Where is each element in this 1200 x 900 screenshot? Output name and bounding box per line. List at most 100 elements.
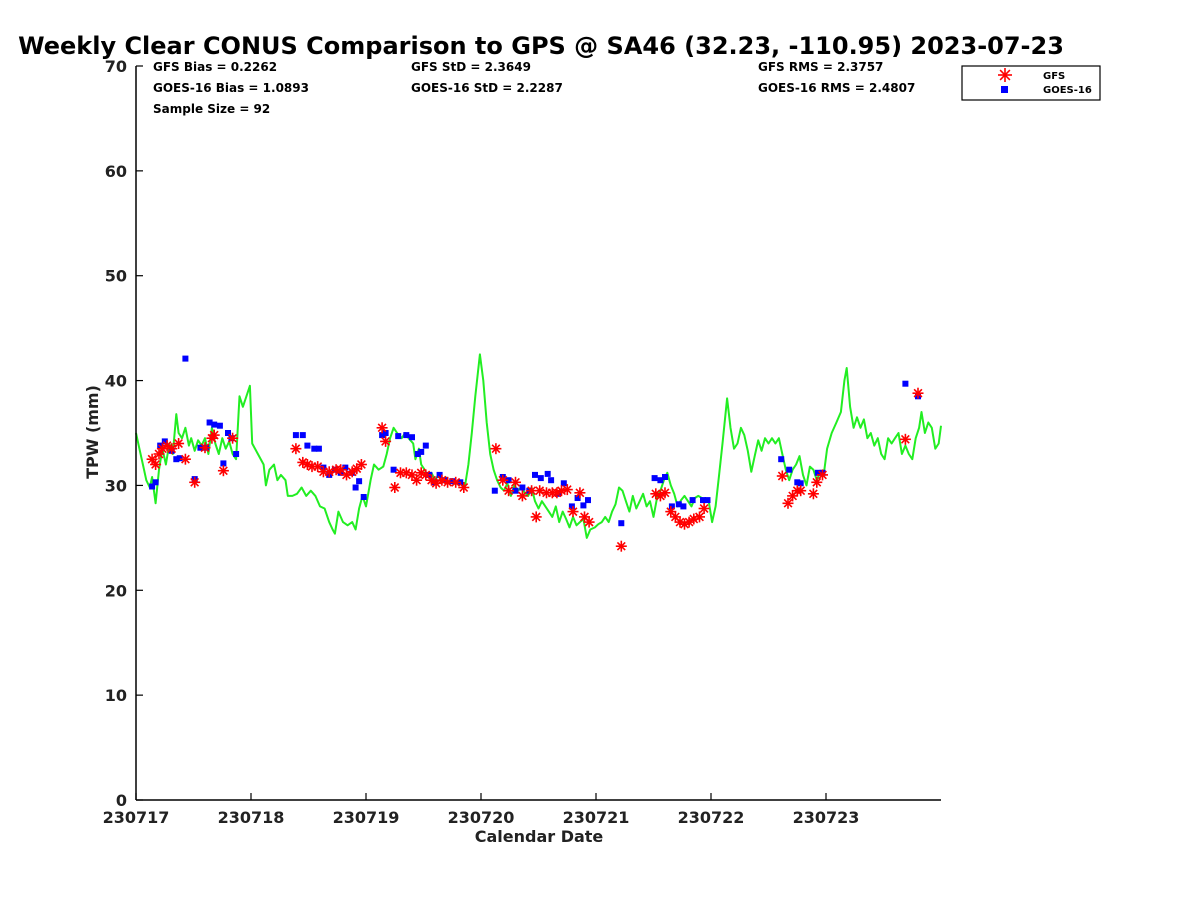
x-tick-label: 230718	[218, 808, 285, 827]
goes-point	[311, 445, 318, 452]
legend-goes-label: GOES-16	[1043, 85, 1092, 96]
goes-point	[403, 432, 410, 439]
goes-point	[668, 503, 675, 510]
gfs-point	[899, 433, 911, 445]
gfs-point	[179, 453, 191, 465]
goes-point	[225, 430, 231, 436]
goes-rms-text: GOES-16 RMS = 2.4807	[758, 81, 915, 95]
gfs-bias-text: GFS Bias = 0.2262	[153, 60, 277, 74]
goes-point	[149, 483, 156, 490]
gfs-point	[912, 387, 924, 399]
goes-point	[618, 520, 625, 527]
goes-point	[422, 442, 429, 449]
goes-point	[786, 466, 793, 473]
goes-point	[902, 380, 909, 387]
gfs-point	[290, 443, 302, 455]
goes-point	[700, 497, 706, 504]
gfs-point	[694, 511, 705, 523]
goes-point	[675, 501, 682, 508]
goes-point	[436, 471, 443, 478]
goes-point	[689, 497, 696, 504]
gfs-point	[503, 485, 515, 497]
gfs-point	[389, 482, 401, 493]
gfs-point	[807, 488, 819, 500]
gfs-point	[355, 459, 367, 470]
y-tick-label: 30	[105, 476, 127, 495]
goes-point	[220, 460, 227, 467]
goes-point	[657, 477, 664, 484]
gfs-point	[795, 485, 807, 497]
x-tick-label: 230720	[448, 808, 515, 827]
goes-point	[304, 442, 311, 449]
x-tick-label: 230717	[103, 808, 170, 827]
gfs-point	[490, 443, 502, 455]
gfs-point	[173, 438, 185, 449]
legend-gfs-asterisk-icon	[998, 68, 1012, 82]
ticks: 0 10 20 30 40 50 60 70 230717 230718 230719 230720 2…	[103, 57, 860, 827]
goes-point	[216, 422, 223, 429]
x-tick-label: 230723	[793, 808, 860, 827]
goes-point	[548, 477, 555, 484]
legend-goes-square-icon	[1001, 86, 1008, 93]
y-tick-label: 0	[116, 791, 127, 810]
goes-point	[680, 503, 687, 510]
goes-point	[315, 445, 322, 452]
gfs-point	[615, 540, 627, 552]
y-tick-label: 50	[105, 267, 127, 286]
goes-point	[814, 469, 821, 476]
y-tick-label: 70	[105, 57, 127, 76]
goes-point	[418, 448, 425, 455]
goes-point	[560, 480, 567, 487]
gfs-point	[659, 487, 671, 499]
goes-std-text: GOES-16 StD = 2.2287	[411, 81, 563, 95]
gfs-point	[530, 511, 542, 523]
goes-point	[176, 455, 183, 462]
goes-point	[574, 495, 581, 501]
chart-title: Weekly Clear CONUS Comparison to GPS @ S…	[18, 32, 1064, 60]
goes-point	[519, 484, 526, 491]
gfs-point	[208, 429, 220, 441]
gfs-point	[698, 503, 710, 514]
goes-point	[173, 456, 180, 463]
gfs-point	[782, 497, 794, 509]
goes-point	[182, 355, 189, 362]
gfs-point	[817, 469, 828, 481]
gfs-point	[199, 442, 211, 454]
gfs-point	[411, 474, 423, 486]
goes-point	[449, 478, 456, 485]
gfs-series	[146, 387, 924, 552]
goes-point	[537, 475, 544, 482]
goes-point	[651, 475, 658, 482]
gfs-point	[450, 476, 462, 488]
gfs-point	[516, 490, 528, 502]
legend-box	[961, 65, 1101, 101]
gfs-point	[146, 453, 158, 465]
goes-point	[382, 430, 389, 436]
gfs-point	[346, 466, 358, 478]
goes-point	[379, 432, 386, 439]
goes-point	[161, 438, 168, 445]
gfs-point	[811, 476, 823, 488]
goes-point	[409, 434, 415, 441]
legend: GFS GOES-16	[961, 65, 1101, 101]
legend-asterisk	[998, 68, 1012, 82]
gfs-point	[650, 488, 662, 500]
gfs-point	[561, 484, 573, 496]
axes	[135, 66, 941, 801]
goes-point	[704, 497, 711, 504]
goes-point	[395, 433, 402, 440]
goes-point	[662, 474, 668, 480]
x-tick-label: 230719	[333, 808, 400, 827]
gfs-point	[376, 422, 388, 434]
goes-point	[211, 421, 218, 428]
gfs-point	[380, 435, 392, 447]
goes-point	[299, 432, 306, 439]
goes-point	[356, 478, 363, 485]
gfs-std-text: GFS StD = 2.3649	[411, 60, 531, 74]
goes-point	[532, 471, 538, 478]
gfs-point	[227, 432, 239, 444]
goes-point	[794, 479, 801, 486]
goes-point	[585, 497, 591, 504]
goes-point	[512, 487, 519, 494]
